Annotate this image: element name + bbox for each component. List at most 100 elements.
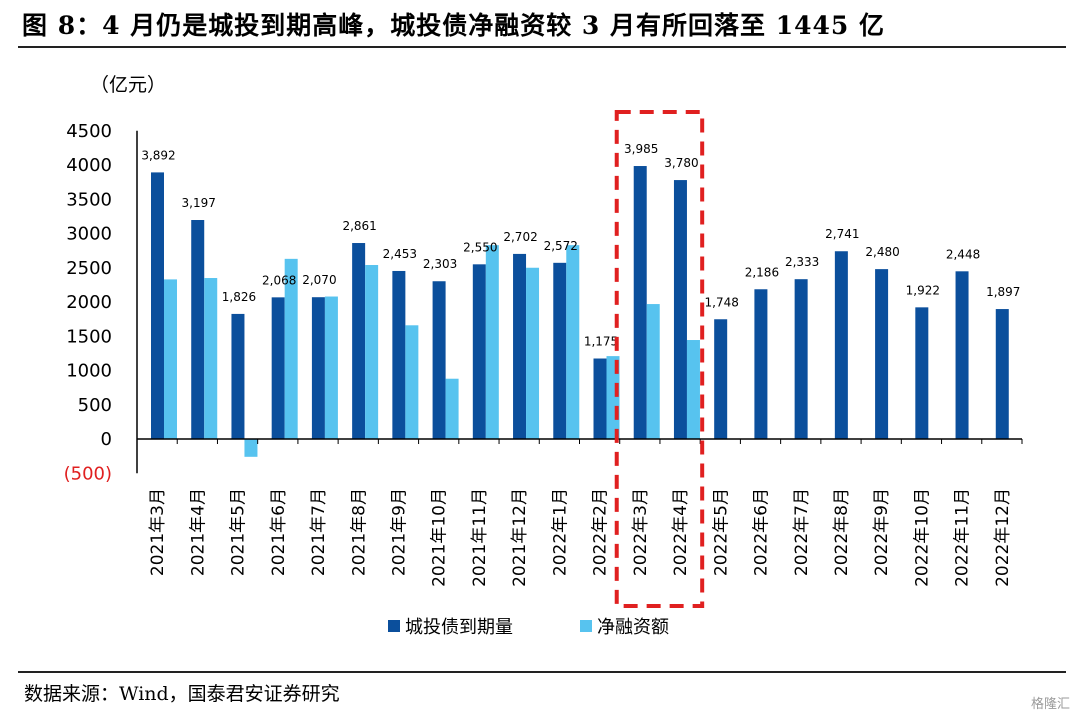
data-label: 2,480 [865, 245, 899, 259]
x-tick-label: 2022年7月 [792, 488, 812, 576]
y-tick-label: 1500 [66, 326, 112, 347]
bar-maturity [432, 281, 446, 439]
bar-maturity [673, 180, 687, 439]
bar-net-financing [526, 267, 540, 439]
bar-net-financing [244, 439, 258, 457]
data-label: 2,070 [302, 273, 336, 287]
data-label: 2,068 [262, 273, 296, 287]
bar-net-financing [566, 245, 580, 439]
x-tick-label: 2022年10月 [912, 488, 932, 587]
x-tick-label: 2021年3月 [148, 488, 168, 576]
bars-group [151, 166, 1009, 457]
data-labels-group: 3,892 3,197 1,826 2,068 2,070 2,861 2,453 2,303… [141, 142, 1020, 348]
data-label: 1,175 [584, 335, 618, 349]
bar-net-financing [284, 258, 298, 439]
x-tick-label: 2021年10月 [430, 488, 450, 587]
bar-maturity [151, 172, 164, 439]
bar-maturity [955, 271, 969, 439]
data-label: 3,985 [624, 142, 658, 156]
bar-maturity [995, 309, 1009, 439]
bar-net-financing [365, 265, 379, 439]
x-tick-label: 2021年6月 [269, 488, 289, 576]
data-label: 3,197 [182, 196, 216, 210]
data-label: 3,892 [141, 148, 175, 162]
bar-net-financing [485, 245, 499, 439]
bar-maturity [714, 319, 728, 439]
bar-maturity [191, 220, 205, 439]
y-tick-label: 3000 [66, 224, 112, 245]
x-tick-label: 2022年11月 [953, 488, 973, 587]
bar-chart: 4500 4000 3500 3000 2500 2000 1500 1000 500 0 (500… [64, 110, 1023, 638]
legend-label-net-financing: 净融资额 [597, 617, 669, 638]
title-divider [18, 46, 1066, 48]
x-tick-label: 2021年9月 [389, 488, 409, 576]
data-label: 3,780 [664, 156, 698, 170]
legend-swatch-net-financing [580, 620, 592, 632]
bar-net-financing [204, 278, 218, 439]
x-axis-labels: 2021年3月 2021年4月 2021年5月 2021年6月 2021年7月 2021年… [148, 488, 1013, 587]
y-tick-label: 4000 [66, 155, 112, 176]
source-note: 数据来源：Wind，国泰君安证券研究 [24, 683, 340, 705]
data-label: 2,741 [825, 227, 859, 241]
data-label: 2,702 [503, 230, 537, 244]
bar-maturity [633, 166, 647, 439]
x-tick-label: 2022年9月 [872, 488, 892, 576]
bar-maturity [875, 269, 889, 439]
y-tick-label: 2000 [66, 292, 112, 313]
bar-net-financing [324, 296, 338, 439]
legend: 城投债到期量 净融资额 [388, 617, 669, 638]
data-label: 1,897 [986, 285, 1020, 299]
y-tick-label: 2500 [66, 258, 112, 279]
y-tick-label: 500 [78, 395, 112, 416]
x-tick-label: 2022年12月 [993, 488, 1013, 587]
source-divider [18, 671, 1066, 673]
data-label: 2,861 [342, 219, 376, 233]
bar-maturity [311, 297, 325, 439]
data-label: 2,453 [383, 247, 417, 261]
bar-maturity [513, 253, 527, 439]
data-label: 2,572 [544, 239, 578, 253]
bar-maturity [834, 251, 848, 439]
x-tick-label: 2022年2月 [591, 488, 611, 576]
chart-title: 图 8：4 月仍是城投到期高峰，城投债净融资较 3 月有所回落至 1445 亿 [22, 11, 885, 40]
legend-label-maturity: 城投债到期量 [405, 617, 513, 638]
bar-net-financing [405, 325, 419, 439]
y-tick-label: 3500 [66, 189, 112, 210]
x-tick-label: 2021年4月 [188, 488, 208, 576]
x-tick-label: 2022年4月 [671, 488, 691, 576]
x-tick-label: 2022年5月 [711, 488, 731, 576]
watermark: 格隆汇 [1030, 697, 1070, 712]
data-label: 1,922 [906, 283, 940, 297]
x-axis-ticks [136, 439, 1023, 444]
y-axis-ticks: 4500 4000 3500 3000 2500 2000 1500 1000 500 0 (500… [64, 121, 112, 485]
data-label: 2,550 [463, 240, 497, 254]
y-tick-label: 0 [101, 429, 112, 450]
bar-maturity [352, 243, 366, 439]
x-tick-label: 2022年3月 [631, 488, 651, 576]
bar-maturity [472, 264, 486, 439]
x-tick-label: 2021年7月 [309, 488, 329, 576]
data-label: 1,826 [222, 290, 256, 304]
bar-maturity [392, 270, 406, 439]
data-label: 2,448 [946, 247, 980, 261]
bar-net-financing [686, 340, 700, 439]
bar-net-financing [646, 304, 660, 439]
bar-net-financing [445, 378, 459, 439]
bar-maturity [593, 358, 607, 439]
y-axis-unit: （亿元） [90, 74, 167, 96]
bar-maturity [794, 279, 808, 439]
highlight-box [614, 110, 705, 608]
x-tick-label: 2022年1月 [550, 488, 570, 576]
bar-maturity [271, 297, 285, 439]
x-tick-label: 2022年6月 [752, 488, 772, 576]
legend-swatch-maturity [388, 620, 400, 632]
bar-maturity [754, 289, 768, 439]
data-label: 1,748 [705, 295, 739, 309]
bar-maturity [231, 313, 245, 439]
x-tick-label: 2021年12月 [510, 488, 530, 587]
data-label: 2,303 [423, 257, 457, 271]
x-tick-label: 2021年8月 [349, 488, 369, 576]
x-tick-label: 2021年11月 [470, 488, 490, 587]
x-tick-label: 2021年5月 [229, 488, 249, 576]
data-label: 2,186 [745, 265, 779, 279]
